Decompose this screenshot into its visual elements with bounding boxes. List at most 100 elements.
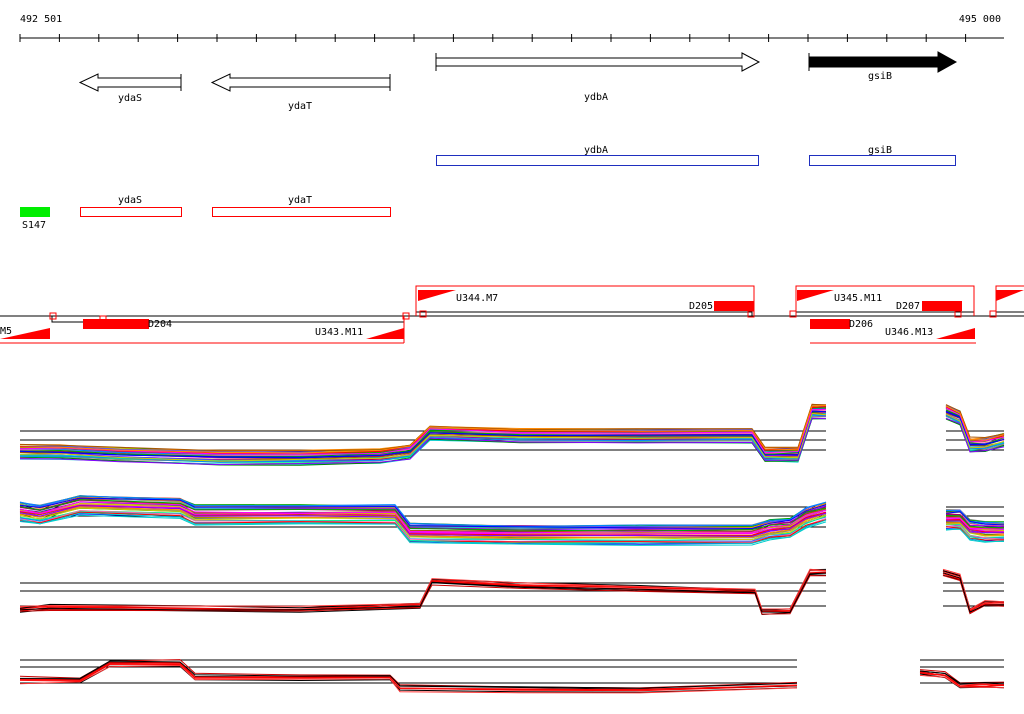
blue-feature-track: ydbA gsiB bbox=[436, 145, 956, 166]
track-line bbox=[945, 525, 1005, 540]
gene-label-ydaT: ydaT bbox=[288, 101, 312, 112]
segment-block-D206[interactable] bbox=[810, 319, 850, 329]
expression-track-3 bbox=[19, 568, 1005, 616]
red-feature-track: S147 ydaS ydaT bbox=[20, 195, 391, 231]
track-line bbox=[945, 511, 1005, 526]
track-line bbox=[945, 411, 1005, 445]
segment-triangle-U346[interactable] bbox=[936, 328, 975, 339]
segment-label-U344: U344.M7 bbox=[456, 293, 498, 304]
coordinate-ruler: 492 501 495 000 bbox=[19, 14, 1004, 42]
gene-ydaS[interactable]: ydaS bbox=[78, 73, 182, 104]
track-line bbox=[19, 414, 827, 462]
track-line bbox=[945, 404, 1005, 439]
segment-triangle-right[interactable] bbox=[996, 290, 1024, 301]
segment-triangle-U343[interactable] bbox=[366, 328, 404, 339]
gene-arrow-gsiB[interactable] bbox=[808, 51, 958, 73]
blue-feature-label-gsiB: gsiB bbox=[868, 145, 892, 156]
red-feature-ydaT[interactable] bbox=[212, 207, 391, 217]
segment-block-D207[interactable] bbox=[922, 301, 962, 311]
expression-track-4 bbox=[19, 659, 1005, 694]
gene-arrow-ydbA[interactable] bbox=[435, 52, 761, 72]
track-line bbox=[19, 572, 827, 613]
track-line bbox=[945, 407, 1005, 443]
segment-marker bbox=[49, 312, 57, 320]
track-line bbox=[945, 528, 1005, 542]
track-line bbox=[19, 572, 827, 613]
track-line bbox=[945, 405, 1005, 441]
track-line bbox=[19, 497, 827, 530]
segment-label-U346: U346.M13 bbox=[885, 327, 933, 338]
track-line bbox=[19, 506, 827, 539]
track-line bbox=[19, 568, 827, 610]
track-line bbox=[19, 403, 827, 452]
ruler-start-label: 492 501 bbox=[20, 14, 62, 25]
segment-triangle-M5[interactable] bbox=[0, 328, 50, 339]
track-line bbox=[19, 410, 827, 458]
gene-arrow-ydaT[interactable] bbox=[210, 73, 391, 92]
green-feature-S147[interactable] bbox=[20, 207, 50, 217]
segment-block-D204[interactable] bbox=[83, 319, 149, 329]
track-line bbox=[19, 412, 827, 462]
blue-feature-label-ydbA: ydbA bbox=[584, 145, 608, 156]
gene-label-ydaS: ydaS bbox=[118, 93, 142, 104]
track-line bbox=[945, 522, 1005, 537]
blue-feature-gsiB[interactable] bbox=[809, 155, 956, 166]
segment-label-M5: M5 bbox=[0, 326, 12, 337]
track-line bbox=[19, 417, 827, 466]
track-line bbox=[945, 414, 1005, 450]
segment-block-D205[interactable] bbox=[714, 301, 754, 311]
track-line bbox=[19, 405, 827, 454]
segment-triangle-U344[interactable] bbox=[418, 290, 456, 301]
track-line bbox=[19, 495, 827, 528]
red-feature-label-ydaT: ydaT bbox=[288, 195, 312, 206]
red-feature-ydaS[interactable] bbox=[80, 207, 182, 217]
expression-track-2 bbox=[19, 495, 1005, 546]
segment-label-U343: U343.M11 bbox=[315, 327, 363, 338]
track-line bbox=[19, 570, 827, 611]
red-feature-label-ydaS: ydaS bbox=[118, 195, 142, 206]
gene-ydaT[interactable]: ydaT bbox=[210, 73, 391, 112]
segment-marker bbox=[402, 312, 410, 320]
track-line bbox=[19, 499, 827, 532]
segment-track: M5 D204 U343.M11 U344.M7 D205 U345.M11 D… bbox=[0, 285, 1024, 344]
track-line bbox=[19, 408, 827, 455]
track-line bbox=[945, 515, 1005, 529]
track-line bbox=[19, 664, 798, 694]
expression-track-1 bbox=[19, 403, 1005, 466]
ruler-ticks bbox=[19, 34, 967, 42]
blue-feature-ydbA[interactable] bbox=[436, 155, 759, 166]
gene-ydbA[interactable]: ydbA bbox=[435, 52, 761, 103]
segment-label-D206: D206 bbox=[849, 319, 873, 330]
segment-label-D204: D204 bbox=[148, 319, 172, 330]
green-feature-label: S147 bbox=[22, 220, 46, 231]
track-line bbox=[919, 670, 1005, 685]
track-line bbox=[19, 512, 827, 545]
track-line bbox=[19, 662, 798, 691]
track-line bbox=[942, 568, 1005, 611]
gene-label-gsiB: gsiB bbox=[868, 71, 892, 82]
gene-track: ydaS ydaT ydbA gsiB bbox=[78, 51, 958, 112]
track-line bbox=[919, 672, 1005, 687]
track-line bbox=[19, 507, 827, 541]
track-line bbox=[945, 413, 1005, 449]
gene-gsiB[interactable]: gsiB bbox=[808, 51, 958, 82]
track-line bbox=[945, 515, 1005, 529]
track-line bbox=[20, 660, 798, 689]
track-line bbox=[19, 495, 827, 528]
segment-triangle-U345[interactable] bbox=[797, 290, 834, 301]
segment-marker bbox=[419, 310, 427, 318]
track-line bbox=[942, 575, 1005, 615]
segment-marker bbox=[989, 310, 997, 318]
track-line bbox=[19, 510, 827, 543]
segment-label-D207: D207 bbox=[896, 301, 920, 312]
segment-label-U345: U345.M11 bbox=[834, 293, 882, 304]
track-line bbox=[945, 417, 1005, 453]
track-line bbox=[19, 501, 827, 534]
track-line bbox=[942, 572, 1005, 613]
track-line bbox=[19, 495, 827, 528]
track-line bbox=[945, 517, 1005, 530]
gene-arrow-ydaS[interactable] bbox=[78, 73, 182, 92]
track-line bbox=[19, 575, 827, 615]
segment-marker bbox=[789, 310, 797, 318]
